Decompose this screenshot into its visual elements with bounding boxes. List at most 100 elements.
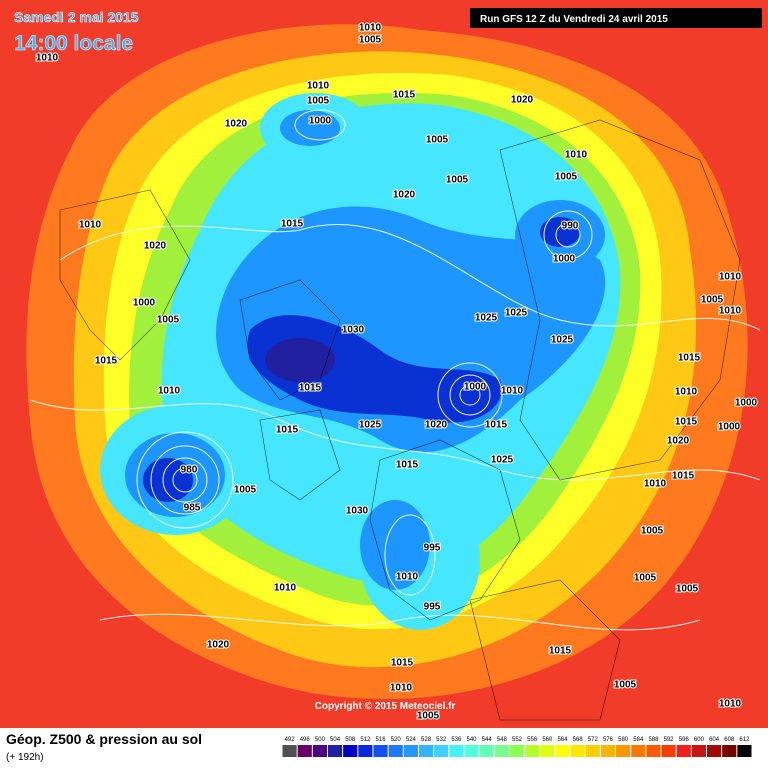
pressure-label: 1000 <box>133 298 156 309</box>
pressure-label: 1015 <box>393 90 416 101</box>
pressure-label: 995 <box>424 602 441 613</box>
pressure-label: 1010 <box>565 150 588 161</box>
legend-swatch <box>525 745 540 757</box>
zone-blue-europe <box>360 500 430 590</box>
pressure-label: 1025 <box>475 313 498 324</box>
pressure-label: 1000 <box>735 398 758 409</box>
legend-swatch <box>555 745 570 757</box>
legend-swatch <box>722 745 737 757</box>
pressure-label: 1005 <box>555 172 578 183</box>
pressure-label: 985 <box>184 503 201 514</box>
pressure-label: 1015 <box>672 471 695 482</box>
legend-label: 560 <box>542 737 553 743</box>
legend-swatch <box>509 745 525 757</box>
map-date: Samedi 2 mai 2015 <box>14 9 139 25</box>
legend-label: 516 <box>376 737 387 743</box>
legend-label: 584 <box>633 737 644 743</box>
pressure-label: 1010 <box>644 479 667 490</box>
pressure-label: 1005 <box>676 584 699 595</box>
pressure-label: 1010 <box>396 572 419 583</box>
pressure-label: 1015 <box>391 658 414 669</box>
legend-swatch <box>600 745 616 757</box>
pressure-label: 1010 <box>675 387 698 398</box>
legend-label: 528 <box>421 737 432 743</box>
pressure-label: 1005 <box>641 526 664 537</box>
pressure-label: 1030 <box>346 506 369 517</box>
run-info: Run GFS 12 Z du Vendredi 24 avril 2015 <box>480 14 668 25</box>
pressure-label: 1015 <box>675 417 698 428</box>
pressure-label: 1005 <box>359 35 382 46</box>
pressure-label: 1010 <box>359 23 382 34</box>
legend-label: 520 <box>391 737 402 743</box>
coastlines <box>59 119 741 721</box>
pressure-label: 1010 <box>307 81 330 92</box>
lead-time: (+ 192h) <box>6 752 44 763</box>
legend-label: 512 <box>360 737 371 743</box>
map-time: 14:00 locale <box>14 32 133 55</box>
map-field <box>0 0 768 728</box>
legend-label: 612 <box>739 737 750 743</box>
legend-swatch <box>358 745 373 757</box>
pressure-label: 1005 <box>157 315 180 326</box>
pressure-label: 1005 <box>417 711 440 722</box>
pressure-label: 1015 <box>281 219 304 230</box>
legend-swatch <box>676 745 691 757</box>
zone-blue-north <box>280 110 340 146</box>
legend-swatch <box>707 745 722 757</box>
pressure-label: 1005 <box>446 175 469 186</box>
legend-label: 552 <box>512 737 523 743</box>
pressure-label: 1005 <box>634 573 657 584</box>
pressure-label: 1010 <box>719 272 742 283</box>
legend-swatch <box>570 745 585 757</box>
pressure-label: 1010 <box>79 220 102 231</box>
isobars <box>29 109 761 631</box>
legend-label: 536 <box>451 737 462 743</box>
legend-label: 580 <box>618 737 629 743</box>
legend-label: 504 <box>330 737 341 743</box>
pressure-label: 1025 <box>359 420 382 431</box>
pressure-label: 1010 <box>274 583 297 594</box>
legend-label: 496 <box>300 737 311 743</box>
legend-label: 556 <box>527 737 538 743</box>
legend-label: 544 <box>482 737 493 743</box>
legend-label: 500 <box>315 737 326 743</box>
pressure-label: 1020 <box>144 241 167 252</box>
pressure-label: 1030 <box>342 325 365 336</box>
legend-swatch <box>494 745 509 757</box>
legend-swatch <box>691 745 707 757</box>
pressure-label: 1015 <box>95 356 118 367</box>
legend-swatch <box>585 745 600 757</box>
legend-swatch <box>661 745 676 757</box>
legend-label: 572 <box>588 737 599 743</box>
legend-swatch <box>282 745 297 757</box>
pressure-label: 1020 <box>667 436 690 447</box>
pressure-label: 1005 <box>234 485 257 496</box>
pressure-label: 1025 <box>491 455 514 466</box>
legend-swatch <box>540 745 555 757</box>
pressure-label: 1010 <box>719 699 742 710</box>
legend-label: 508 <box>345 737 356 743</box>
legend-label: 540 <box>467 737 478 743</box>
legend-label: 596 <box>679 737 690 743</box>
pressure-label: 1010 <box>390 683 413 694</box>
legend-swatch <box>403 745 418 757</box>
legend-swatch <box>418 745 434 757</box>
pressure-label: 1015 <box>299 383 322 394</box>
zone-core <box>265 338 335 382</box>
legend-swatch <box>646 745 661 757</box>
legend-label: 604 <box>709 737 720 743</box>
pressure-label: 1020 <box>207 640 230 651</box>
pressure-label: 1000 <box>309 116 332 127</box>
legend-swatch <box>327 745 343 757</box>
pressure-label: 1020 <box>393 190 416 201</box>
legend-swatch <box>434 745 449 757</box>
run-box <box>470 8 762 28</box>
pressure-label: 1025 <box>505 308 528 319</box>
legend-swatch <box>312 745 327 757</box>
pressure-label: 1020 <box>425 420 448 431</box>
legend-label: 588 <box>648 737 659 743</box>
legend-swatch <box>631 745 646 757</box>
legend-swatch <box>343 745 358 757</box>
legend: 492 496 500 504 508 512 516 520 524 528 532 536 540 5… <box>282 737 752 757</box>
pressure-label: 1020 <box>511 95 534 106</box>
